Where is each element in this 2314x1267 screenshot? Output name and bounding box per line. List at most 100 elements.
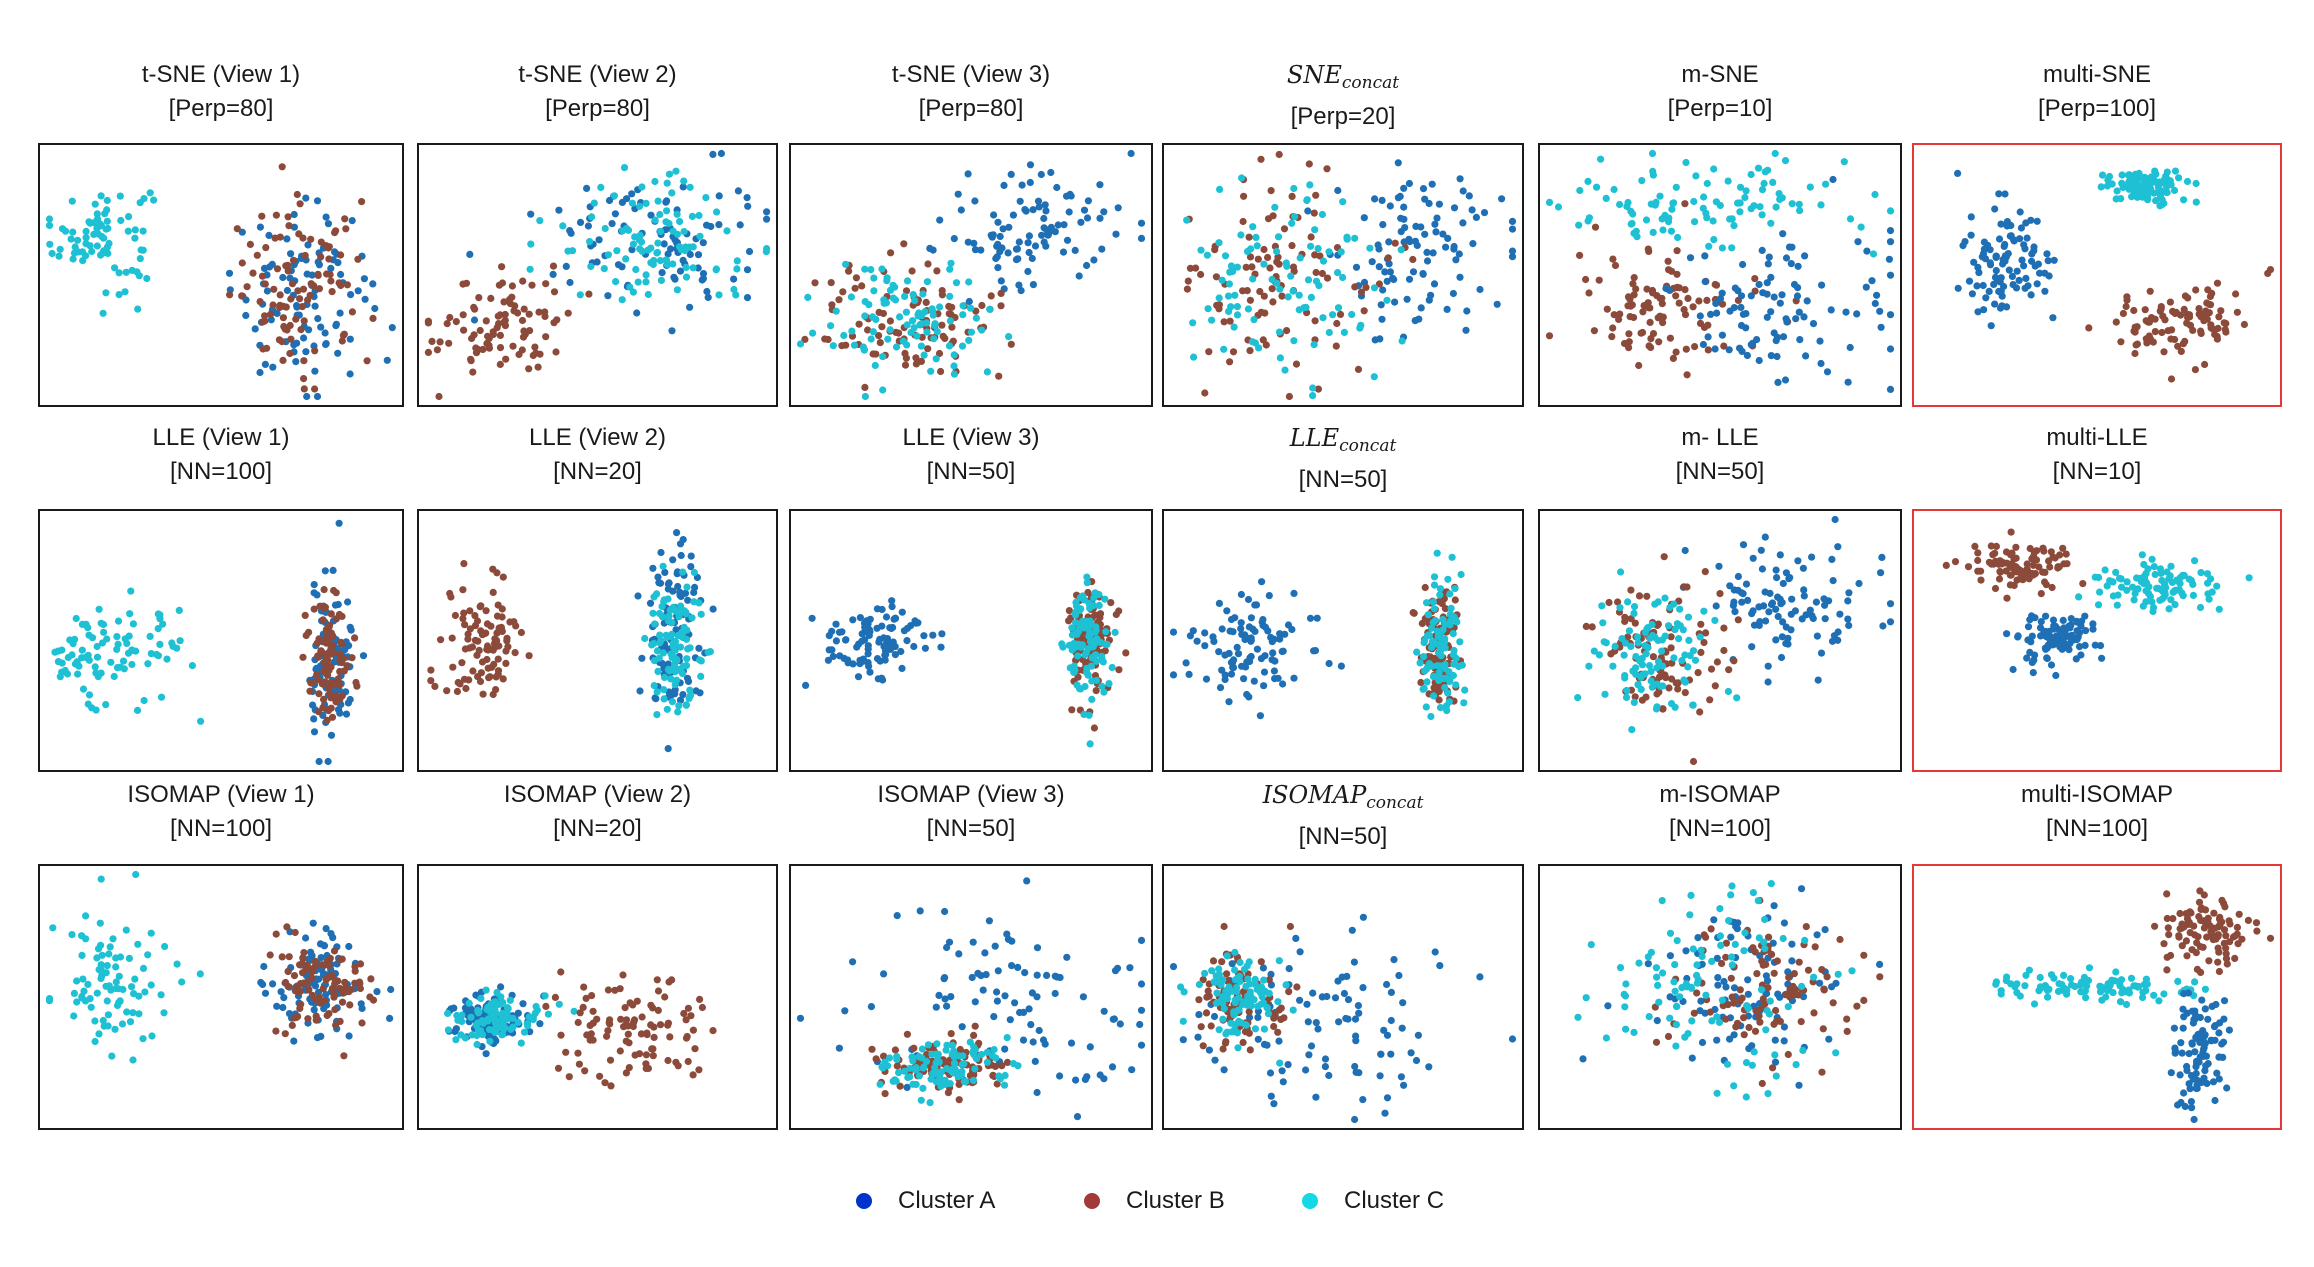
point-cluster-c	[1447, 604, 1455, 612]
point-cluster-c	[586, 238, 594, 246]
point-cluster-b	[2045, 557, 2053, 565]
point-cluster-c	[935, 1058, 943, 1066]
point-cluster-c	[804, 293, 812, 301]
point-cluster-a	[2081, 641, 2089, 649]
point-cluster-a	[1023, 877, 1031, 885]
point-cluster-c	[1545, 198, 1554, 206]
point-cluster-a	[866, 668, 874, 676]
point-cluster-a	[1449, 289, 1457, 298]
point-cluster-a	[1774, 612, 1782, 621]
point-cluster-a	[1419, 185, 1428, 193]
point-cluster-b	[642, 1064, 650, 1073]
point-cluster-a	[1137, 980, 1146, 988]
point-cluster-b	[1107, 599, 1115, 607]
point-cluster-a	[1802, 611, 1810, 619]
point-cluster-b	[296, 200, 304, 208]
point-cluster-a	[1033, 971, 1041, 979]
point-cluster-b	[499, 573, 507, 581]
point-cluster-c	[1446, 677, 1454, 686]
point-cluster-b	[266, 951, 274, 959]
point-cluster-a	[1401, 224, 1409, 232]
point-cluster-c	[682, 610, 690, 618]
point-cluster-c	[689, 243, 697, 251]
point-cluster-c	[723, 227, 731, 235]
point-cluster-a	[1417, 304, 1425, 312]
point-cluster-b	[525, 365, 533, 373]
point-cluster-b	[298, 959, 306, 967]
point-cluster-a	[335, 519, 343, 527]
point-cluster-b	[622, 1021, 630, 1029]
point-cluster-c	[529, 1015, 537, 1024]
point-cluster-a	[1469, 240, 1477, 248]
point-cluster-a	[670, 273, 678, 281]
point-cluster-b	[1003, 1058, 1012, 1066]
point-cluster-a	[2075, 643, 2084, 651]
point-cluster-a	[898, 608, 906, 616]
point-cluster-a	[649, 564, 657, 572]
point-cluster-c	[1452, 654, 1460, 662]
point-cluster-a	[1202, 675, 1211, 683]
point-cluster-a	[938, 630, 946, 638]
point-cluster-a	[1029, 281, 1037, 289]
point-cluster-a	[1429, 249, 1437, 257]
point-cluster-b	[589, 1007, 597, 1015]
point-cluster-b	[323, 1011, 331, 1020]
point-cluster-c	[919, 290, 927, 298]
point-cluster-c	[131, 226, 139, 234]
point-cluster-c	[1689, 701, 1697, 709]
panel-param-text: [NN=50]	[1298, 466, 1388, 493]
point-cluster-b	[2146, 287, 2154, 295]
point-cluster-b	[2023, 560, 2031, 568]
point-cluster-c	[122, 926, 130, 934]
point-cluster-c	[688, 212, 696, 220]
point-cluster-a	[341, 646, 349, 654]
point-cluster-b	[989, 1071, 997, 1079]
point-cluster-c	[458, 1011, 466, 1019]
point-cluster-c	[1643, 625, 1651, 633]
point-cluster-c	[1629, 210, 1637, 218]
point-cluster-a	[636, 687, 644, 695]
point-cluster-c	[1756, 203, 1764, 211]
point-cluster-a	[1292, 934, 1300, 942]
point-cluster-c	[2183, 177, 2192, 186]
point-cluster-a	[880, 970, 888, 978]
point-cluster-a	[1259, 964, 1267, 972]
point-cluster-b	[864, 326, 872, 334]
point-cluster-c	[1208, 967, 1216, 975]
point-cluster-c	[2113, 601, 2121, 609]
point-cluster-b	[1199, 976, 1207, 984]
point-cluster-c	[2103, 182, 2111, 190]
point-cluster-b	[1734, 616, 1742, 624]
point-cluster-c	[660, 686, 668, 694]
point-cluster-a	[1041, 201, 1049, 209]
point-cluster-a	[527, 210, 535, 218]
point-cluster-b	[272, 1027, 280, 1035]
point-cluster-b	[1286, 922, 1294, 931]
point-cluster-a	[971, 197, 979, 205]
point-cluster-a	[1821, 926, 1829, 934]
point-cluster-a	[1237, 619, 1245, 627]
scatter-plot	[444, 968, 717, 1090]
point-cluster-b	[319, 985, 327, 993]
point-cluster-c	[638, 247, 646, 255]
point-cluster-b	[1667, 644, 1675, 652]
point-cluster-c	[2113, 187, 2121, 195]
point-cluster-a	[1406, 238, 1414, 246]
point-cluster-a	[864, 642, 872, 650]
point-cluster-c	[1289, 1006, 1297, 1014]
point-cluster-c	[1668, 205, 1676, 213]
point-cluster-c	[1111, 628, 1119, 636]
scatter-plot	[424, 149, 771, 401]
point-cluster-a	[692, 687, 700, 695]
point-cluster-b	[1630, 313, 1638, 322]
point-cluster-c	[1099, 658, 1107, 666]
point-cluster-c	[2095, 573, 2103, 582]
point-cluster-c	[2096, 588, 2104, 596]
point-cluster-a	[269, 363, 277, 371]
point-cluster-c	[71, 635, 79, 643]
point-cluster-b	[835, 296, 843, 304]
point-cluster-b	[320, 695, 328, 703]
point-cluster-a	[2001, 252, 2009, 260]
point-cluster-c	[1250, 316, 1258, 324]
point-cluster-a	[1344, 996, 1353, 1004]
